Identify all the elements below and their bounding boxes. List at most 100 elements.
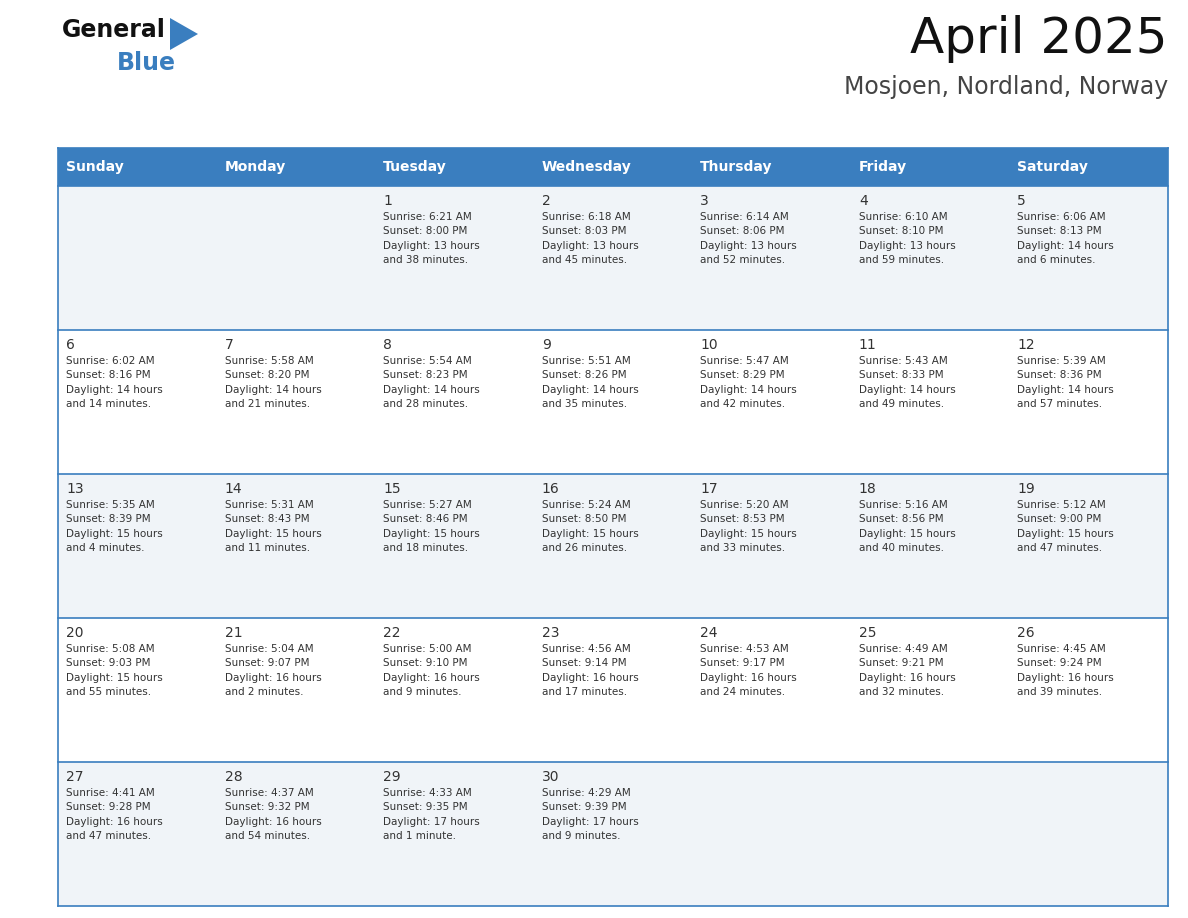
Text: Sunrise: 5:24 AM
Sunset: 8:50 PM
Daylight: 15 hours
and 26 minutes.: Sunrise: 5:24 AM Sunset: 8:50 PM Dayligh… (542, 500, 638, 554)
Text: Sunrise: 5:35 AM
Sunset: 8:39 PM
Daylight: 15 hours
and 4 minutes.: Sunrise: 5:35 AM Sunset: 8:39 PM Dayligh… (67, 500, 163, 554)
Text: Sunrise: 5:20 AM
Sunset: 8:53 PM
Daylight: 15 hours
and 33 minutes.: Sunrise: 5:20 AM Sunset: 8:53 PM Dayligh… (700, 500, 797, 554)
Text: Blue: Blue (116, 51, 176, 75)
Bar (1010, 330, 1168, 474)
Bar (375, 762, 533, 906)
Text: Sunrise: 4:33 AM
Sunset: 9:35 PM
Daylight: 17 hours
and 1 minute.: Sunrise: 4:33 AM Sunset: 9:35 PM Dayligh… (384, 788, 480, 841)
Bar (1010, 474, 1168, 618)
Bar (533, 186, 693, 330)
Text: 5: 5 (1017, 194, 1026, 208)
Bar (693, 762, 851, 906)
Text: Sunrise: 6:18 AM
Sunset: 8:03 PM
Daylight: 13 hours
and 45 minutes.: Sunrise: 6:18 AM Sunset: 8:03 PM Dayligh… (542, 212, 638, 265)
Text: Sunrise: 5:51 AM
Sunset: 8:26 PM
Daylight: 14 hours
and 35 minutes.: Sunrise: 5:51 AM Sunset: 8:26 PM Dayligh… (542, 356, 638, 409)
Text: 8: 8 (384, 338, 392, 352)
Text: Sunrise: 5:12 AM
Sunset: 9:00 PM
Daylight: 15 hours
and 47 minutes.: Sunrise: 5:12 AM Sunset: 9:00 PM Dayligh… (1017, 500, 1114, 554)
Text: 23: 23 (542, 626, 560, 640)
Text: General: General (62, 18, 166, 42)
Text: Monday: Monday (225, 160, 286, 174)
Text: Sunrise: 5:58 AM
Sunset: 8:20 PM
Daylight: 14 hours
and 21 minutes.: Sunrise: 5:58 AM Sunset: 8:20 PM Dayligh… (225, 356, 321, 409)
Bar (216, 762, 375, 906)
Bar (1010, 762, 1168, 906)
Bar (693, 186, 851, 330)
Text: Sunrise: 6:06 AM
Sunset: 8:13 PM
Daylight: 14 hours
and 6 minutes.: Sunrise: 6:06 AM Sunset: 8:13 PM Dayligh… (1017, 212, 1114, 265)
Text: 30: 30 (542, 770, 560, 784)
Bar (375, 474, 533, 618)
Text: Sunrise: 4:41 AM
Sunset: 9:28 PM
Daylight: 16 hours
and 47 minutes.: Sunrise: 4:41 AM Sunset: 9:28 PM Dayligh… (67, 788, 163, 841)
Text: Sunrise: 5:27 AM
Sunset: 8:46 PM
Daylight: 15 hours
and 18 minutes.: Sunrise: 5:27 AM Sunset: 8:46 PM Dayligh… (384, 500, 480, 554)
Text: Sunrise: 4:37 AM
Sunset: 9:32 PM
Daylight: 16 hours
and 54 minutes.: Sunrise: 4:37 AM Sunset: 9:32 PM Dayligh… (225, 788, 321, 841)
Text: 20: 20 (67, 626, 83, 640)
Bar (851, 618, 1010, 762)
Bar (216, 474, 375, 618)
Polygon shape (170, 18, 198, 50)
Text: 12: 12 (1017, 338, 1035, 352)
Text: 10: 10 (700, 338, 718, 352)
Text: 9: 9 (542, 338, 550, 352)
Text: Sunrise: 6:21 AM
Sunset: 8:00 PM
Daylight: 13 hours
and 38 minutes.: Sunrise: 6:21 AM Sunset: 8:00 PM Dayligh… (384, 212, 480, 265)
Text: 2: 2 (542, 194, 550, 208)
Bar (375, 148, 533, 186)
Text: 29: 29 (384, 770, 400, 784)
Text: 22: 22 (384, 626, 400, 640)
Text: Sunrise: 5:16 AM
Sunset: 8:56 PM
Daylight: 15 hours
and 40 minutes.: Sunrise: 5:16 AM Sunset: 8:56 PM Dayligh… (859, 500, 955, 554)
Bar (533, 330, 693, 474)
Bar (851, 474, 1010, 618)
Text: Thursday: Thursday (700, 160, 772, 174)
Text: 11: 11 (859, 338, 877, 352)
Bar (533, 618, 693, 762)
Text: Sunrise: 4:56 AM
Sunset: 9:14 PM
Daylight: 16 hours
and 17 minutes.: Sunrise: 4:56 AM Sunset: 9:14 PM Dayligh… (542, 644, 638, 697)
Text: Mosjoen, Nordland, Norway: Mosjoen, Nordland, Norway (843, 75, 1168, 99)
Bar (58, 762, 216, 906)
Text: 25: 25 (859, 626, 877, 640)
Text: 15: 15 (384, 482, 400, 496)
Bar (851, 186, 1010, 330)
Text: Friday: Friday (859, 160, 906, 174)
Text: Sunrise: 4:29 AM
Sunset: 9:39 PM
Daylight: 17 hours
and 9 minutes.: Sunrise: 4:29 AM Sunset: 9:39 PM Dayligh… (542, 788, 638, 841)
Bar (693, 330, 851, 474)
Bar (58, 148, 216, 186)
Text: Tuesday: Tuesday (383, 160, 447, 174)
Text: Sunrise: 5:39 AM
Sunset: 8:36 PM
Daylight: 14 hours
and 57 minutes.: Sunrise: 5:39 AM Sunset: 8:36 PM Dayligh… (1017, 356, 1114, 409)
Text: Sunrise: 6:10 AM
Sunset: 8:10 PM
Daylight: 13 hours
and 59 minutes.: Sunrise: 6:10 AM Sunset: 8:10 PM Dayligh… (859, 212, 955, 265)
Bar (533, 762, 693, 906)
Text: 6: 6 (67, 338, 75, 352)
Text: Sunrise: 4:53 AM
Sunset: 9:17 PM
Daylight: 16 hours
and 24 minutes.: Sunrise: 4:53 AM Sunset: 9:17 PM Dayligh… (700, 644, 797, 697)
Text: Sunrise: 5:31 AM
Sunset: 8:43 PM
Daylight: 15 hours
and 11 minutes.: Sunrise: 5:31 AM Sunset: 8:43 PM Dayligh… (225, 500, 321, 554)
Text: 21: 21 (225, 626, 242, 640)
Text: 28: 28 (225, 770, 242, 784)
Bar (216, 186, 375, 330)
Text: 7: 7 (225, 338, 233, 352)
Bar (58, 330, 216, 474)
Bar (1010, 186, 1168, 330)
Text: 24: 24 (700, 626, 718, 640)
Text: Sunrise: 6:02 AM
Sunset: 8:16 PM
Daylight: 14 hours
and 14 minutes.: Sunrise: 6:02 AM Sunset: 8:16 PM Dayligh… (67, 356, 163, 409)
Bar (375, 186, 533, 330)
Text: 14: 14 (225, 482, 242, 496)
Bar (58, 474, 216, 618)
Bar (216, 618, 375, 762)
Bar (375, 330, 533, 474)
Text: 3: 3 (700, 194, 709, 208)
Text: Sunrise: 5:43 AM
Sunset: 8:33 PM
Daylight: 14 hours
and 49 minutes.: Sunrise: 5:43 AM Sunset: 8:33 PM Dayligh… (859, 356, 955, 409)
Bar (216, 148, 375, 186)
Text: Sunrise: 5:00 AM
Sunset: 9:10 PM
Daylight: 16 hours
and 9 minutes.: Sunrise: 5:00 AM Sunset: 9:10 PM Dayligh… (384, 644, 480, 697)
Bar (375, 618, 533, 762)
Text: Sunrise: 5:47 AM
Sunset: 8:29 PM
Daylight: 14 hours
and 42 minutes.: Sunrise: 5:47 AM Sunset: 8:29 PM Dayligh… (700, 356, 797, 409)
Text: Sunday: Sunday (65, 160, 124, 174)
Bar (58, 186, 216, 330)
Text: 19: 19 (1017, 482, 1035, 496)
Bar (851, 330, 1010, 474)
Text: 17: 17 (700, 482, 718, 496)
Text: Sunrise: 5:04 AM
Sunset: 9:07 PM
Daylight: 16 hours
and 2 minutes.: Sunrise: 5:04 AM Sunset: 9:07 PM Dayligh… (225, 644, 321, 697)
Bar (1010, 618, 1168, 762)
Text: 16: 16 (542, 482, 560, 496)
Text: 27: 27 (67, 770, 83, 784)
Text: 13: 13 (67, 482, 83, 496)
Text: April 2025: April 2025 (910, 15, 1168, 63)
Bar (533, 148, 693, 186)
Text: Saturday: Saturday (1017, 160, 1088, 174)
Text: Sunrise: 5:54 AM
Sunset: 8:23 PM
Daylight: 14 hours
and 28 minutes.: Sunrise: 5:54 AM Sunset: 8:23 PM Dayligh… (384, 356, 480, 409)
Bar (533, 474, 693, 618)
Bar (693, 474, 851, 618)
Bar (851, 148, 1010, 186)
Bar (58, 618, 216, 762)
